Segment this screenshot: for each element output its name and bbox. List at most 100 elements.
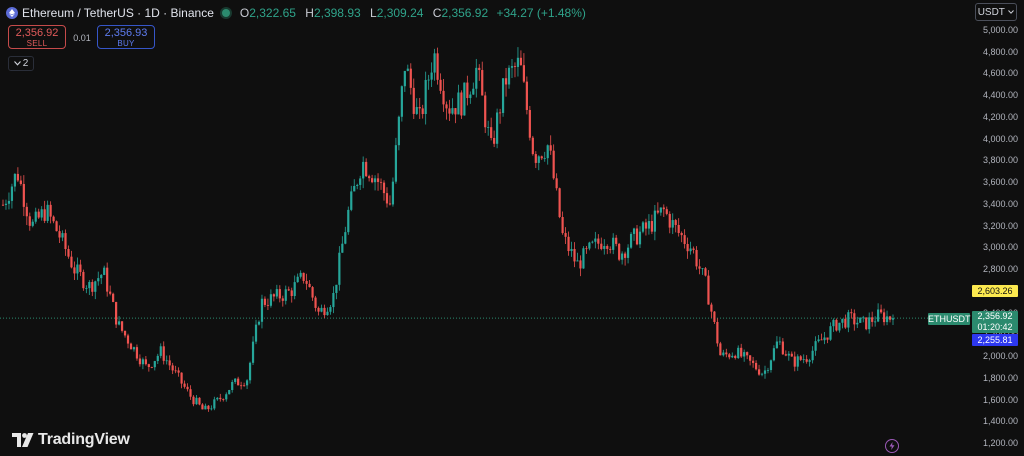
candle bbox=[493, 130, 496, 148]
last-price-value: 2,356.92 bbox=[977, 311, 1013, 322]
candle bbox=[879, 304, 883, 314]
candle bbox=[796, 354, 799, 371]
candle bbox=[10, 183, 14, 209]
candle bbox=[689, 241, 692, 255]
candle bbox=[775, 336, 779, 349]
candle bbox=[882, 308, 886, 326]
candle bbox=[299, 270, 302, 279]
candle bbox=[534, 151, 537, 169]
candle bbox=[644, 218, 648, 236]
buy-button[interactable]: 2,356.93 BUY bbox=[97, 25, 155, 49]
candle bbox=[165, 355, 168, 365]
candle bbox=[832, 318, 835, 332]
tradingview-logo[interactable]: TradingView bbox=[12, 431, 130, 449]
candle bbox=[734, 354, 737, 360]
candle bbox=[701, 268, 704, 275]
candle bbox=[326, 307, 329, 316]
candle bbox=[859, 317, 862, 324]
price-tick-label: 4,600.00 bbox=[982, 68, 1018, 79]
indicators-toggle-button[interactable]: 2 bbox=[8, 56, 34, 71]
candle bbox=[445, 101, 448, 120]
candle bbox=[752, 356, 755, 368]
candle bbox=[278, 285, 281, 303]
currency-selector[interactable]: USDT bbox=[975, 3, 1017, 21]
candle bbox=[567, 231, 570, 256]
candle bbox=[156, 353, 159, 364]
candle bbox=[287, 286, 290, 292]
candle bbox=[109, 285, 112, 296]
candle bbox=[359, 175, 362, 190]
candle bbox=[826, 337, 829, 344]
candle bbox=[120, 321, 124, 333]
candle bbox=[88, 280, 91, 296]
low-value: 2,309.24 bbox=[376, 6, 424, 20]
price-tick-label: 1,800.00 bbox=[982, 372, 1018, 383]
candle bbox=[266, 298, 270, 311]
candle bbox=[46, 200, 49, 224]
candle bbox=[463, 82, 466, 116]
candle bbox=[475, 58, 478, 98]
candle bbox=[481, 61, 484, 96]
candle bbox=[409, 63, 412, 95]
sell-button[interactable]: 2,356.92 SELL bbox=[8, 25, 66, 49]
candle bbox=[317, 306, 320, 316]
price-tick-label: 4,000.00 bbox=[982, 133, 1018, 144]
price-chart-plot[interactable] bbox=[0, 0, 970, 456]
candle bbox=[540, 155, 543, 160]
candle bbox=[650, 214, 653, 235]
price-axis[interactable]: 1,200.00 1,400.00 1,600.00 1,800.00 2,000.00… bbox=[970, 0, 1024, 456]
candle bbox=[469, 91, 472, 104]
candle bbox=[263, 296, 267, 308]
candles-layer bbox=[1, 47, 895, 412]
candle bbox=[373, 175, 377, 191]
candle bbox=[412, 78, 415, 120]
candle bbox=[257, 320, 261, 326]
candle bbox=[760, 372, 764, 377]
candle bbox=[433, 48, 436, 81]
price-tick-label: 5,000.00 bbox=[982, 24, 1018, 35]
market-status-icon[interactable] bbox=[221, 9, 230, 17]
price-tick-label: 1,400.00 bbox=[982, 416, 1018, 427]
candle bbox=[180, 372, 183, 389]
candle bbox=[293, 275, 296, 300]
candle bbox=[382, 180, 386, 201]
symbol-title[interactable]: Ethereum / TetherUS · 1D · Binance bbox=[22, 6, 214, 20]
candle bbox=[763, 365, 767, 379]
candle bbox=[28, 212, 31, 231]
candle bbox=[501, 78, 505, 117]
candle bbox=[766, 367, 770, 374]
high-label: H bbox=[305, 6, 314, 20]
candle bbox=[436, 47, 439, 85]
candle bbox=[629, 232, 633, 249]
candle bbox=[192, 395, 195, 407]
candle bbox=[525, 76, 528, 115]
candle bbox=[746, 351, 749, 360]
candle bbox=[112, 292, 115, 303]
candle bbox=[537, 155, 540, 171]
candle bbox=[618, 242, 621, 262]
candle bbox=[749, 355, 752, 366]
candle bbox=[582, 246, 585, 269]
candle bbox=[632, 227, 636, 241]
close-value: 2,356.92 bbox=[441, 6, 489, 20]
candle bbox=[70, 250, 73, 269]
last-price-marker: 2,356.92 01:20:42 bbox=[972, 311, 1018, 334]
candle bbox=[570, 241, 573, 257]
candle bbox=[275, 284, 278, 299]
candle bbox=[55, 220, 58, 232]
candle bbox=[225, 392, 228, 402]
candle bbox=[162, 341, 165, 365]
candle bbox=[597, 234, 600, 250]
candle bbox=[439, 73, 442, 94]
lightning-icon[interactable] bbox=[885, 439, 899, 453]
candle bbox=[308, 280, 311, 288]
low-price-marker: 2,255.81 bbox=[972, 334, 1018, 347]
candle bbox=[772, 345, 776, 362]
candle bbox=[853, 309, 856, 331]
symbol-legend: Ethereum / TetherUS · 1D · Binance O2,32… bbox=[6, 5, 586, 21]
price-tick-label: 3,600.00 bbox=[982, 177, 1018, 187]
candle bbox=[737, 345, 740, 359]
candle bbox=[323, 304, 326, 319]
candle bbox=[576, 252, 579, 262]
candle bbox=[22, 175, 25, 217]
